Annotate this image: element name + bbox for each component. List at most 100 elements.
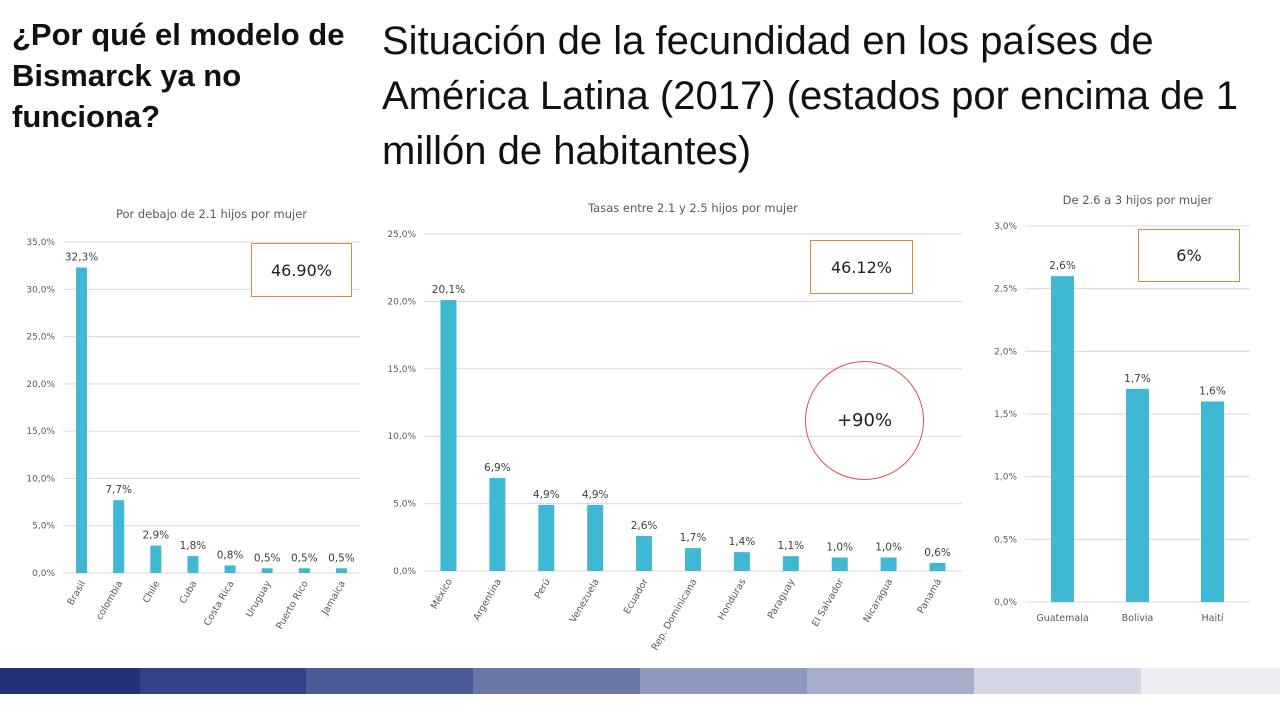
y-tick-label: 0,0% [32,569,55,579]
category-label: Haití [1202,613,1224,624]
data-label: 0,6% [924,547,951,559]
bar [261,568,273,573]
bar [587,504,604,571]
category-label: Perú [533,577,553,601]
y-tick-label: 5,0% [393,500,416,510]
bar [831,557,848,571]
chart-svg: Tasas entre 2.1 y 2.5 hijos por mujer 0,0… [387,201,962,652]
y-tick-label: 1,5% [994,410,1017,420]
data-label: 2,6% [1049,260,1076,272]
data-label: 32,3% [65,252,98,264]
bar [489,477,506,571]
data-label: 1,8% [180,540,207,552]
chart-high-fertility: De 2.6 a 3 hijos por mujer 0,0% 0,5% 1,0% 1,… [985,185,1255,635]
data-label: 0,8% [217,549,244,561]
y-tick-label: 0,0% [994,598,1017,608]
category-label: El Salvador [810,577,846,629]
data-label: 7,7% [105,484,132,496]
category-label: México [429,577,455,611]
data-label: 4,9% [533,489,560,501]
footer-segment [1141,668,1280,694]
page-title: Situación de la fecundidad en los países… [382,19,1239,173]
footer-segment [140,668,306,694]
category-label: Ecuador [622,577,651,616]
data-label: 1,0% [875,542,902,554]
chart-title: Tasas entre 2.1 y 2.5 hijos por mujer [587,201,798,215]
footer-segment [974,668,1141,694]
footer-segment [0,668,140,694]
category-label: Brasil [65,579,88,607]
data-label: 1,0% [826,542,853,554]
chart-below-replacement: Por debajo de 2.1 hijos por mujer 0,0% 5,0… [10,200,365,640]
y-tick-label: 25,0% [387,230,416,240]
y-tick-label: 10,0% [387,432,416,442]
data-label: 2,6% [631,520,658,532]
category-label: Argentina [471,577,504,623]
footer-segment [306,668,473,694]
category-label: Uruguay [244,579,274,620]
bar [733,552,750,571]
footer-color-bar [0,668,1280,694]
data-label: 4,9% [582,489,609,501]
category-label: Chile [141,579,162,605]
y-tick-label: 20,0% [26,380,55,390]
bar [636,535,653,571]
y-tick-label: 2,0% [994,347,1017,357]
category-label: Puerto Rico [274,579,311,632]
chart-title: Por debajo de 2.1 hijos por mujer [116,207,307,221]
bar [76,267,88,573]
category-label: Costa Rica [202,579,237,628]
y-tick-label: 25,0% [26,333,55,343]
bar [880,557,897,571]
circle-highlight: +90% [805,361,924,480]
chart-medium-fertility: Tasas entre 2.1 y 2.5 hijos por mujer 0,0… [372,190,977,665]
y-tick-label: 30,0% [26,285,55,295]
bar [440,300,457,571]
data-label: 1,6% [1199,385,1226,397]
side-title: ¿Por qué el modelo de Bismarck ya no fun… [12,17,345,134]
chart-svg: Por debajo de 2.1 hijos por mujer 0,0% 5,0… [26,207,360,632]
data-label: 6,9% [484,462,511,474]
category-label: Jamaica [319,579,348,618]
y-tick-label: 1,0% [994,473,1017,483]
y-tick-label: 15,0% [387,365,416,375]
y-tick-label: 2,5% [994,285,1017,295]
bar [782,556,799,571]
category-label: Panamá [916,577,945,615]
data-label: 20,1% [432,284,465,296]
bar [298,568,310,573]
bar [685,548,701,571]
bar [1126,388,1149,602]
category-label: Venezuela [568,577,602,625]
category-label: colombia [94,579,125,622]
y-tick-label: 3,0% [994,222,1017,232]
bar [187,555,199,573]
category-label: Bolivia [1122,613,1154,624]
footer-segment [807,668,974,694]
y-tick-label: 35,0% [26,238,55,248]
data-label: 1,7% [680,532,707,544]
callout-middle-total: 46.12% [810,240,913,294]
y-tick-label: 5,0% [32,522,55,532]
y-tick-label: 10,0% [26,474,55,484]
data-label: 2,9% [142,530,169,542]
callout-right-total: 6% [1138,229,1240,282]
bar [538,504,555,571]
bar [113,500,125,573]
chart-title: De 2.6 a 3 hijos por mujer [1063,193,1213,207]
y-tick-label: 0,0% [393,567,416,577]
data-label: 0,5% [291,552,318,564]
data-label: 1,7% [1124,373,1151,385]
callout-left-total: 46.90% [251,243,352,297]
chart-svg: De 2.6 a 3 hijos por mujer 0,0% 0,5% 1,0% 1,… [994,193,1250,624]
data-label: 0,5% [254,552,281,564]
category-label: Paraguay [766,577,798,621]
category-label: Nicaragua [862,577,896,624]
bar [929,562,946,571]
category-label: Cuba [178,579,200,606]
data-label: 0,5% [328,552,355,564]
y-tick-label: 20,0% [387,297,416,307]
category-label: Guatemala [1036,613,1088,624]
footer-segment [640,668,807,694]
bar [1051,276,1074,602]
